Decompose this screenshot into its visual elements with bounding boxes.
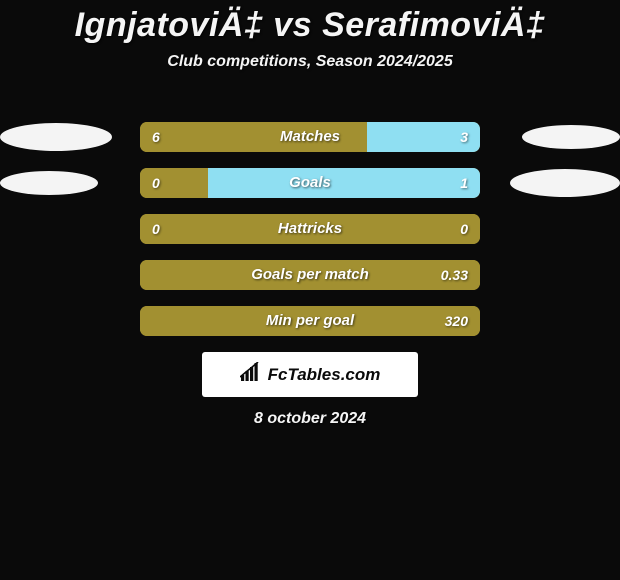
logo-text: FcTables.com xyxy=(268,365,381,385)
stat-rows: 6 3 Matches 0 1 Goals 0 0 Hattricks 0.33 Goals per… xyxy=(0,122,620,352)
player-left-ellipse xyxy=(0,171,98,195)
player-right-ellipse xyxy=(522,125,620,149)
bars-icon xyxy=(240,362,264,387)
stat-label: Matches xyxy=(280,122,340,152)
date-label: 8 october 2024 xyxy=(0,410,620,428)
stat-label: Goals xyxy=(289,168,331,198)
player-right-ellipse xyxy=(510,169,620,197)
logo-box: FcTables.com xyxy=(202,352,418,397)
stat-row: 0 1 Goals xyxy=(0,168,620,198)
stat-bar: 6 3 Matches xyxy=(140,122,480,152)
stat-value-left: 0 xyxy=(140,214,172,244)
stat-value-left: 0 xyxy=(140,168,172,198)
page-title: IgnjatoviÄ‡ vs SerafimoviÄ‡ xyxy=(0,0,620,45)
stat-row: 0 0 Hattricks xyxy=(0,214,620,244)
stat-value-right: 0 xyxy=(448,214,480,244)
stat-bar-right-fill xyxy=(208,168,480,198)
stat-row: 0.33 Goals per match xyxy=(0,260,620,290)
page-subtitle: Club competitions, Season 2024/2025 xyxy=(0,53,620,71)
stat-row: 320 Min per goal xyxy=(0,306,620,336)
player-left-ellipse xyxy=(0,123,112,151)
stat-value-left: 6 xyxy=(140,122,172,152)
comparison-card: IgnjatoviÄ‡ vs SerafimoviÄ‡ Club competi… xyxy=(0,0,620,580)
stat-label: Min per goal xyxy=(266,306,354,336)
stat-row: 6 3 Matches xyxy=(0,122,620,152)
stat-label: Hattricks xyxy=(278,214,342,244)
stat-value-right: 1 xyxy=(448,168,480,198)
stat-bar: 0 0 Hattricks xyxy=(140,214,480,244)
stat-bar: 0 1 Goals xyxy=(140,168,480,198)
stat-bar: 0.33 Goals per match xyxy=(140,260,480,290)
stat-value-right: 3 xyxy=(448,122,480,152)
stat-value-right: 320 xyxy=(433,306,480,336)
stat-label: Goals per match xyxy=(251,260,369,290)
stat-value-right: 0.33 xyxy=(429,260,480,290)
stat-bar: 320 Min per goal xyxy=(140,306,480,336)
